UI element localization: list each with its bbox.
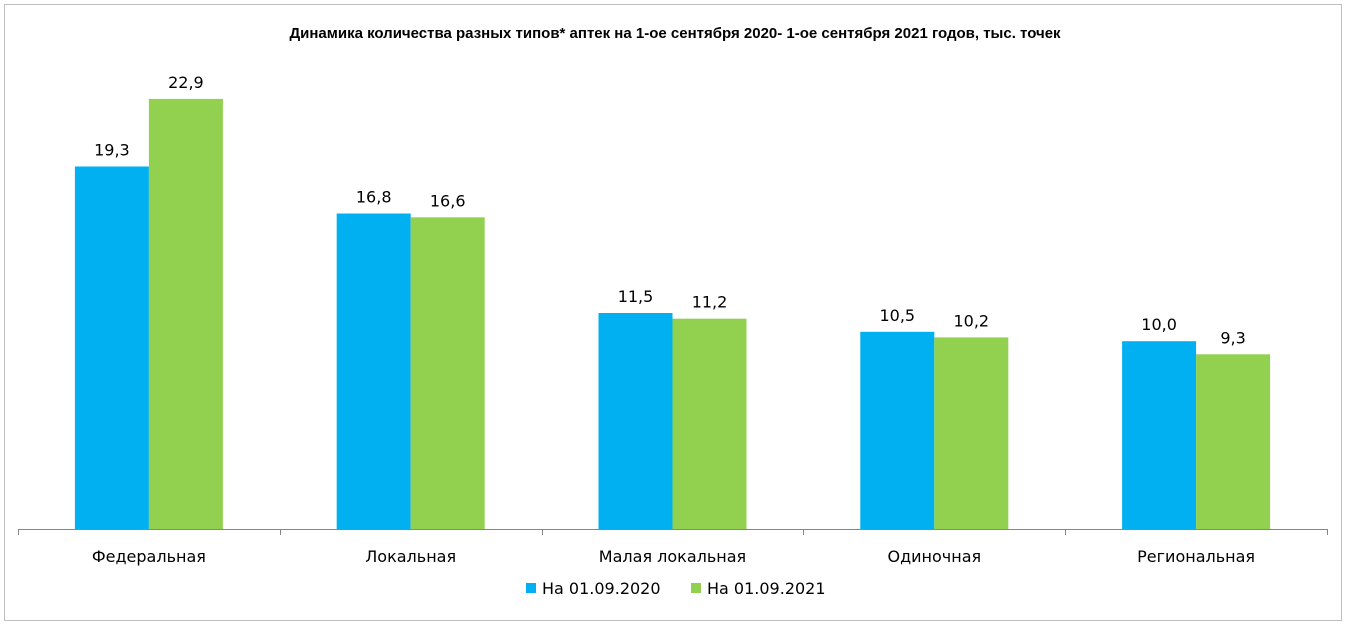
bar-2020-4 — [1122, 341, 1197, 529]
bar-2020-1 — [336, 213, 411, 529]
data-label: 10,0 — [1141, 315, 1177, 334]
bar-2021-2 — [672, 318, 747, 529]
bar-2021-0 — [148, 98, 223, 530]
labels-layer: 19,3 22,9 16,8 16,6 11,5 11,2 10,5 10,2 10,0 9,3 — [94, 73, 1246, 347]
axis-layer — [18, 529, 1328, 535]
bar-2020-2 — [598, 313, 673, 529]
bar-2021-4 — [1196, 354, 1271, 529]
category-label: Региональная — [1137, 547, 1255, 566]
bar-2020-0 — [74, 166, 149, 529]
bars-layer — [74, 98, 1271, 530]
category-label: Локальная — [365, 547, 456, 566]
bar-2020-3 — [860, 331, 935, 529]
bar-2021-3 — [934, 337, 1009, 529]
category-label: Федеральная — [92, 547, 206, 566]
legend-swatch — [691, 583, 701, 593]
legend: На 01.09.2020 На 01.09.2021 — [526, 579, 826, 598]
data-label: 9,3 — [1220, 328, 1245, 347]
chart-title: Динамика количества разных типов* аптек … — [289, 25, 1061, 42]
bar-2021-1 — [410, 217, 485, 530]
legend-label: На 01.09.2020 — [542, 579, 661, 598]
data-label: 10,2 — [953, 311, 989, 330]
data-label: 11,2 — [692, 293, 728, 312]
data-label: 19,3 — [94, 141, 130, 160]
category-label: Одиночная — [887, 547, 981, 566]
data-label: 10,5 — [879, 306, 915, 325]
data-label: 11,5 — [618, 287, 654, 306]
legend-label: На 01.09.2021 — [707, 579, 826, 598]
legend-swatch — [526, 583, 536, 593]
data-label: 16,8 — [356, 188, 392, 207]
data-label: 16,6 — [430, 191, 466, 210]
category-label: Малая локальная — [599, 547, 746, 566]
data-label: 22,9 — [168, 73, 204, 92]
categories-layer: Федеральная Локальная Малая локальная Одино… — [92, 547, 1255, 566]
